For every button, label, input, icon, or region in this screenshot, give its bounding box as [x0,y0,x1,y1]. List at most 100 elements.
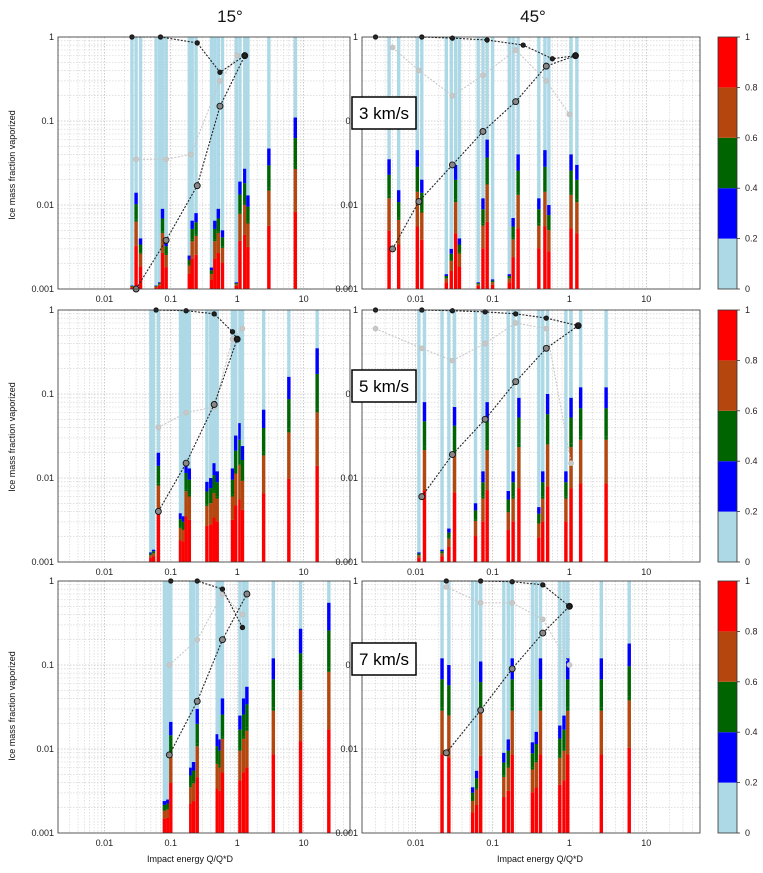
bar-column [541,310,545,562]
bar-segment [545,486,550,562]
bar-segment [530,767,535,770]
series-point [418,345,425,352]
bar-segment [151,549,156,552]
bar-column [474,581,479,833]
bar-segment [449,253,453,261]
bar [213,37,217,289]
bar [245,581,249,833]
bar-segment [267,165,271,188]
bar-segment [457,244,462,253]
series-point [549,56,556,62]
bar-segment [166,803,170,809]
bar [130,37,134,289]
bar-segment [604,387,608,409]
bar-column [194,37,198,289]
bar-segment [261,409,266,428]
bar-segment [151,553,156,557]
bar [627,581,631,833]
bar-segment [230,468,235,480]
bar-segment [261,455,266,494]
bar-column [420,37,424,289]
series-point [182,459,190,467]
bar-segment [534,762,538,788]
bar-segment [246,221,250,224]
plot-frame [57,309,351,563]
panel-p-15-3: 0.001 0.01 0.1 1 0.01 0.1 1 10 [31,32,351,304]
bar-segment [562,748,566,751]
series-line [136,55,238,160]
bar [447,310,451,562]
y-tick-label: 0.001 [31,284,54,294]
bar-segment [440,710,444,755]
bar-segment [130,287,134,289]
bar-segment [569,228,573,289]
bar-segment [545,441,550,445]
bar-column [215,310,219,562]
x-tick-label: 1 [235,838,240,848]
bar-segment [245,730,249,768]
x-tick-label: 0.01 [407,567,425,577]
bar-segment [215,482,219,497]
bar [234,310,238,562]
series-point [183,409,189,416]
bar [566,581,570,833]
bar-segment [271,658,276,680]
bar-segment [444,274,449,276]
series-point [418,493,426,501]
bar-segment [164,246,168,254]
bar-segment [178,519,183,527]
bar-column [154,37,158,289]
bar-segment [218,767,222,791]
series-point [219,636,226,644]
bar-segment [230,519,235,562]
bar [215,581,219,833]
plot-frame [361,580,701,834]
bar-segment [220,698,225,715]
bar-segment [181,521,186,530]
bar-segment [194,213,198,223]
bar-segment [238,213,242,241]
bar-segment [604,408,608,437]
bar-segment [169,721,173,736]
colorbar-tick-label: 0.6 [745,406,758,416]
bar-segment [154,286,158,288]
bar-segment [422,446,427,451]
bar [506,310,510,562]
bar-segment [447,528,451,533]
bar [470,581,475,833]
bar-segment [212,490,216,493]
x-tick-label: 0.01 [407,838,425,848]
y-axis-label-row3: Ice mass fraction vaporized [7,651,17,761]
bar-segment [187,519,192,562]
bar [134,37,138,289]
bar [220,37,225,289]
bar-segment [420,212,424,240]
series-point [449,308,456,314]
bar-segment [506,530,510,562]
bar [238,310,242,562]
bar-segment [564,496,568,499]
bar-segment [209,488,213,502]
series-line-C [389,44,573,118]
bar-segment [507,274,511,276]
bar-segment [298,685,303,691]
bar-segment [245,686,249,705]
bar-segment [213,239,217,242]
bar-segment [181,530,186,542]
bar-segment [547,205,551,216]
bar-segment [184,472,188,490]
bar-segment [238,750,242,781]
bar [547,37,551,289]
bar-segment [387,159,391,175]
bar-segment [481,482,485,497]
bar-segment [195,723,199,744]
y-tick-label: 0.01 [36,200,54,210]
bar-segment [151,551,156,554]
series-point [542,62,550,70]
bar-segment [298,690,303,742]
series-point [512,47,519,53]
bar-segment [543,166,547,190]
bar [218,581,222,833]
bar [510,581,514,833]
